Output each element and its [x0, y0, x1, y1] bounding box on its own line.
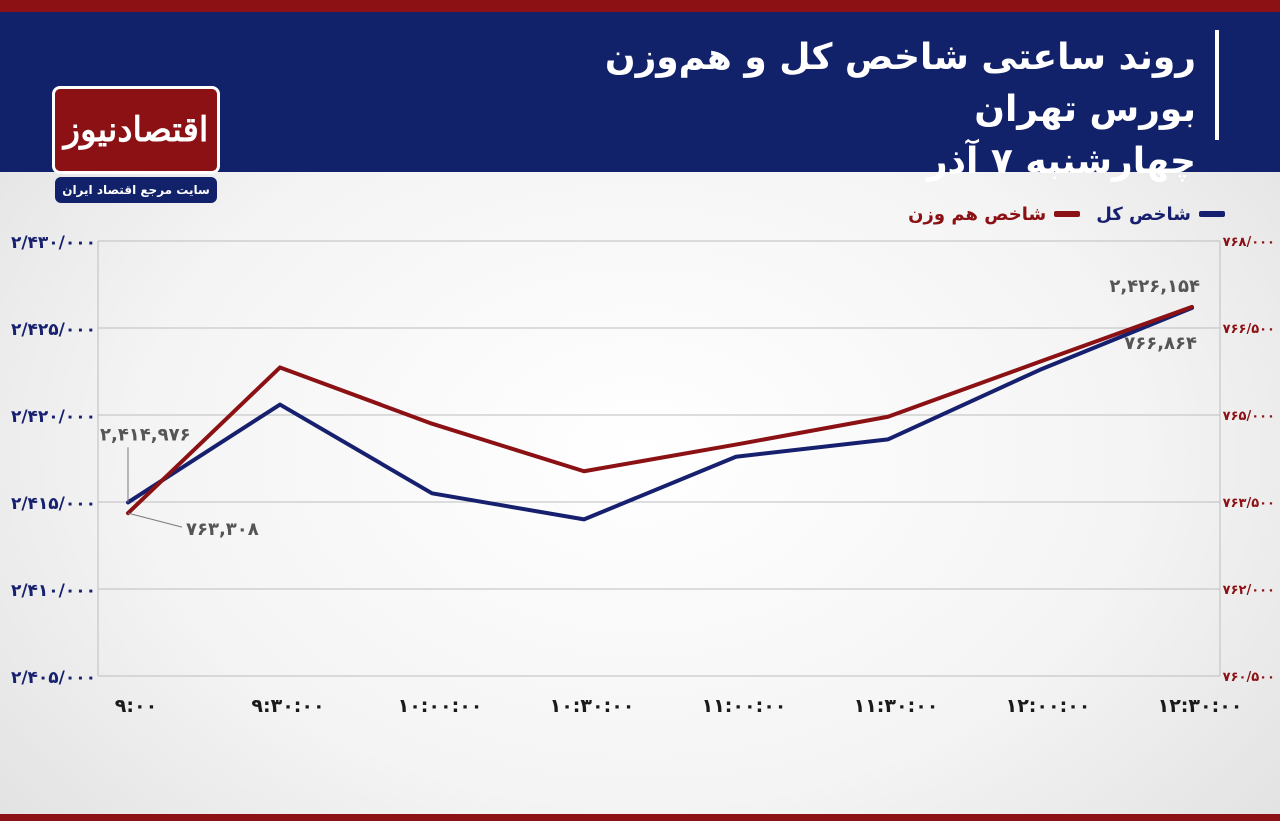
- y-right-tick-label: ۷۶۳/۵۰۰: [1223, 496, 1275, 511]
- x-tick-label: ۹:۰۰: [115, 695, 157, 717]
- title-divider: [1215, 30, 1219, 140]
- legend-item-main-index: شاخص کل: [1096, 204, 1225, 225]
- legend-item-equal-weight: شاخص هم وزن: [908, 203, 1081, 225]
- data-label: ۷۶۶,۸۶۴: [1124, 333, 1197, 354]
- x-tick-label: ۱۰:۳۰:۰۰: [550, 695, 635, 717]
- y-left-tick-label: ۲/۴۰۵/۰۰۰: [11, 668, 96, 688]
- page-title: روند ساعتی شاخص کل و هم‌وزن بورس تهران چ…: [496, 32, 1196, 188]
- y-right-tick-label: ۷۶۰/۵۰۰: [1223, 670, 1275, 685]
- legend-swatch-main: [1199, 211, 1225, 217]
- annotation-leader-line: [127, 512, 183, 528]
- data-label: ۲,۴۲۶,۱۵۴: [1109, 276, 1200, 297]
- x-tick-label: ۱۱:۰۰:۰۰: [702, 695, 787, 717]
- x-tick-label: ۱۰:۰۰:۰۰: [398, 695, 483, 717]
- legend-label-equal: شاخص هم وزن: [908, 203, 1047, 225]
- legend-label-main: شاخص کل: [1096, 203, 1191, 225]
- chart-legend: شاخص کل شاخص هم وزن: [908, 200, 1225, 228]
- y-left-tick-label: ۲/۴۱۰/۰۰۰: [11, 581, 96, 601]
- y-right-tick-label: ۷۶۶/۵۰۰: [1223, 322, 1275, 337]
- x-tick-label: ۹:۳۰:۰۰: [251, 695, 324, 717]
- y-left-tick-label: ۲/۴۳۰/۰۰۰: [11, 233, 96, 253]
- brand-logo-text: اقتصادنیوز: [63, 110, 210, 150]
- x-tick-label: ۱۲:۳۰:۰۰: [1158, 695, 1243, 717]
- legend-swatch-equal: [1054, 211, 1081, 217]
- x-tick-label: ۱۲:۰۰:۰۰: [1006, 695, 1091, 717]
- data-label: ۷۶۳,۳۰۸: [186, 519, 259, 540]
- title-line-1: روند ساعتی شاخص کل و هم‌وزن بورس تهران: [604, 37, 1196, 130]
- x-tick-label: ۱۱:۳۰:۰۰: [854, 695, 939, 717]
- y-left-tick-label: ۲/۴۲۰/۰۰۰: [11, 407, 96, 427]
- title-line-2: چهارشنبه ۷ آذر: [926, 141, 1196, 182]
- bottom-accent-bar: [0, 814, 1280, 821]
- top-accent-bar: [0, 0, 1280, 12]
- y-right-tick-label: ۷۶۲/۰۰۰: [1223, 583, 1275, 598]
- y-right-tick-label: ۷۶۵/۰۰۰: [1223, 409, 1275, 424]
- data-label: ۲,۴۱۴,۹۷۶: [100, 424, 191, 445]
- brand-logo: اقتصادنیوز: [52, 86, 220, 174]
- y-left-tick-label: ۲/۴۱۵/۰۰۰: [11, 494, 96, 514]
- series-line-equal-weight: [126, 304, 1194, 516]
- series-line-main-index: [126, 305, 1194, 522]
- y-left-tick-label: ۲/۴۲۵/۰۰۰: [11, 320, 96, 340]
- y-right-tick-label: ۷۶۸/۰۰۰: [1223, 235, 1275, 250]
- brand-tagline: سایت مرجع اقتصاد ایران: [55, 177, 217, 203]
